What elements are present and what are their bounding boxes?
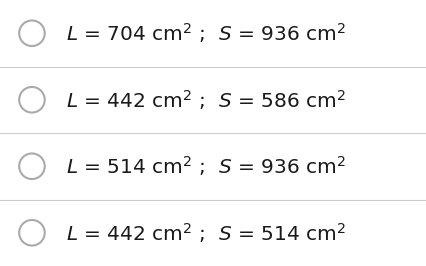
Text: $\it{L}$ = 442 cm$^2$ ;  $\it{S}$ = 514 cm$^2$: $\it{L}$ = 442 cm$^2$ ; $\it{S}$ = 514 c… [66,221,345,245]
Text: $\it{L}$ = 442 cm$^2$ ;  $\it{S}$ = 586 cm$^2$: $\it{L}$ = 442 cm$^2$ ; $\it{S}$ = 586 c… [66,88,345,112]
Text: $\it{L}$ = 704 cm$^2$ ;  $\it{S}$ = 936 cm$^2$: $\it{L}$ = 704 cm$^2$ ; $\it{S}$ = 936 c… [66,21,345,45]
Text: $\it{L}$ = 514 cm$^2$ ;  $\it{S}$ = 936 cm$^2$: $\it{L}$ = 514 cm$^2$ ; $\it{S}$ = 936 c… [66,154,345,178]
